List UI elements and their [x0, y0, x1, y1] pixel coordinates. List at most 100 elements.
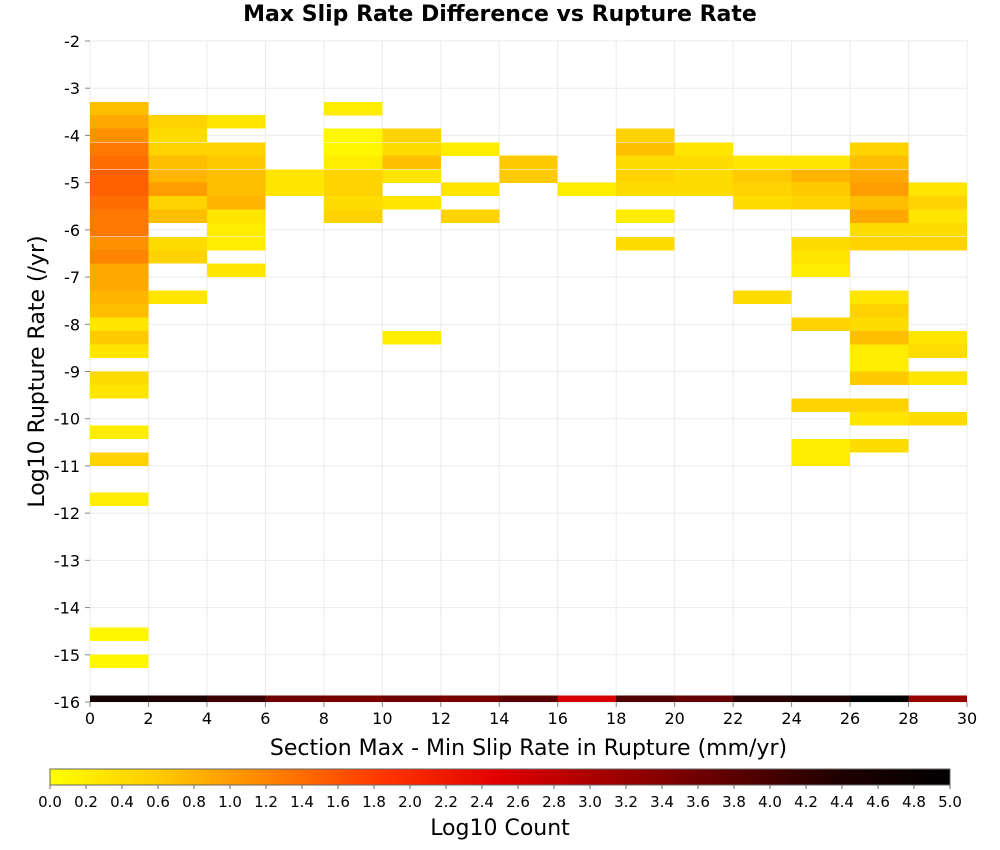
heatmap-cell [733, 169, 792, 183]
heatmap-cell [616, 142, 675, 156]
colorbar-tick-label: 4.4 [830, 793, 854, 811]
heatmap-cell [206, 209, 266, 223]
heatmap-cell [323, 142, 383, 156]
heatmap-cell [850, 317, 909, 332]
heatmap-cell [791, 263, 851, 278]
heatmap-cell [850, 236, 909, 251]
heatmap-cell [850, 331, 909, 345]
x-tick-label: 20 [664, 709, 684, 728]
heatmap-cell-bottom [206, 695, 266, 702]
heatmap-cell [323, 128, 383, 143]
heatmap-cell-bottom [265, 695, 324, 702]
heatmap-cell-bottom [733, 695, 792, 702]
colorbar-tick-label: 3.0 [578, 793, 602, 811]
heatmap-cell [90, 385, 149, 399]
heatmap-cell [206, 223, 266, 237]
heatmap-cell [791, 317, 851, 332]
heatmap-cell [265, 182, 324, 196]
heatmap-cell [90, 344, 149, 358]
colorbar-tick-label: 5.0 [938, 793, 962, 811]
heatmap-cell [148, 209, 207, 223]
heatmap-cell [206, 263, 266, 278]
heatmap-cell [90, 317, 149, 332]
heatmap-cell [90, 236, 149, 251]
heatmap-cell-bottom [148, 695, 207, 702]
y-tick-label: -2 [64, 32, 80, 51]
heatmap-cell [791, 182, 851, 196]
heatmap-cell [850, 223, 909, 237]
heatmap-cell [850, 303, 909, 318]
cells-layer [90, 101, 967, 702]
heatmap-cell [90, 142, 149, 156]
colorbar-label: Log10 Count [430, 816, 570, 841]
colorbar-tick-label: 3.6 [686, 793, 710, 811]
heatmap-cell [674, 169, 734, 183]
heatmap-cell [908, 236, 967, 251]
colorbar-tick-label: 4.6 [866, 793, 890, 811]
heatmap-cell [90, 196, 149, 210]
heatmap-cell [323, 101, 383, 116]
heatmap-cell [90, 155, 149, 170]
heatmap-cell-bottom [616, 695, 675, 702]
heatmap-cell [323, 169, 383, 183]
y-axis-label: Log10 Rupture Rate (/yr) [25, 235, 50, 507]
heatmap-cell [90, 331, 149, 345]
colorbar-tick-label: 1.0 [218, 793, 242, 811]
heatmap-cell [440, 209, 500, 223]
heatmap-cell [850, 196, 909, 210]
heatmap-cell [323, 209, 383, 223]
y-tick-label: -12 [54, 504, 80, 523]
heatmap-cell [90, 223, 149, 237]
y-tick-label: -8 [64, 315, 80, 334]
heatmap-cell [733, 290, 792, 305]
heatmap-cell [148, 155, 207, 170]
heatmap-cell [908, 344, 967, 358]
heatmap-cell [440, 142, 500, 156]
heatmap-cell [90, 371, 149, 385]
y-tick-label: -3 [64, 79, 80, 98]
heatmap-cell [148, 196, 207, 210]
y-tick-label: -10 [54, 410, 80, 429]
colorbar-tick-label: 0.4 [110, 793, 134, 811]
heatmap-cell [908, 182, 967, 196]
x-tick-label: 2 [143, 709, 153, 728]
heatmap-cell [90, 263, 149, 278]
heatmap-cell [674, 182, 734, 196]
heatmap-cell [557, 182, 617, 196]
heatmap-cell [206, 142, 266, 156]
heatmap-cell [90, 101, 149, 116]
heatmap-cell [90, 128, 149, 143]
heatmap-cell [90, 276, 149, 291]
colorbar-tick-label: 0.2 [74, 793, 98, 811]
colorbar-tick-label: 0.8 [182, 793, 206, 811]
x-tick-label: 12 [431, 709, 451, 728]
heatmap-cell [616, 155, 675, 170]
y-tick-label: -11 [54, 457, 80, 476]
heatmap-cell [791, 398, 851, 412]
heatmap-cell [850, 438, 909, 453]
heatmap-cell [791, 250, 851, 264]
x-tick-label: 8 [319, 709, 329, 728]
colorbar-tick-label: 4.2 [794, 793, 818, 811]
colorbar-tick-label: 1.4 [290, 793, 314, 811]
x-tick-label: 10 [372, 709, 392, 728]
heatmap-cell-bottom [90, 695, 149, 702]
heatmap-cell [148, 169, 207, 183]
heatmap-cell [499, 155, 558, 170]
heatmap-cell [382, 155, 441, 170]
heatmap-cell [733, 182, 792, 196]
heatmap-cell [206, 236, 266, 251]
colorbar-tick-label: 3.2 [614, 793, 638, 811]
heatmap-cell [206, 155, 266, 170]
chart-title: Max Slip Rate Difference vs Rupture Rate [243, 2, 757, 27]
heatmap-cell [90, 654, 149, 669]
heatmap-cell [616, 182, 675, 196]
y-tick-label: -6 [64, 221, 80, 240]
heatmap-cell-bottom [382, 695, 441, 702]
heatmap-cell [90, 452, 149, 467]
x-tick-label: 28 [898, 709, 918, 728]
x-tick-label: 4 [202, 709, 212, 728]
colorbar-tick-label: 0.0 [38, 793, 62, 811]
heatmap-cell [791, 236, 851, 251]
